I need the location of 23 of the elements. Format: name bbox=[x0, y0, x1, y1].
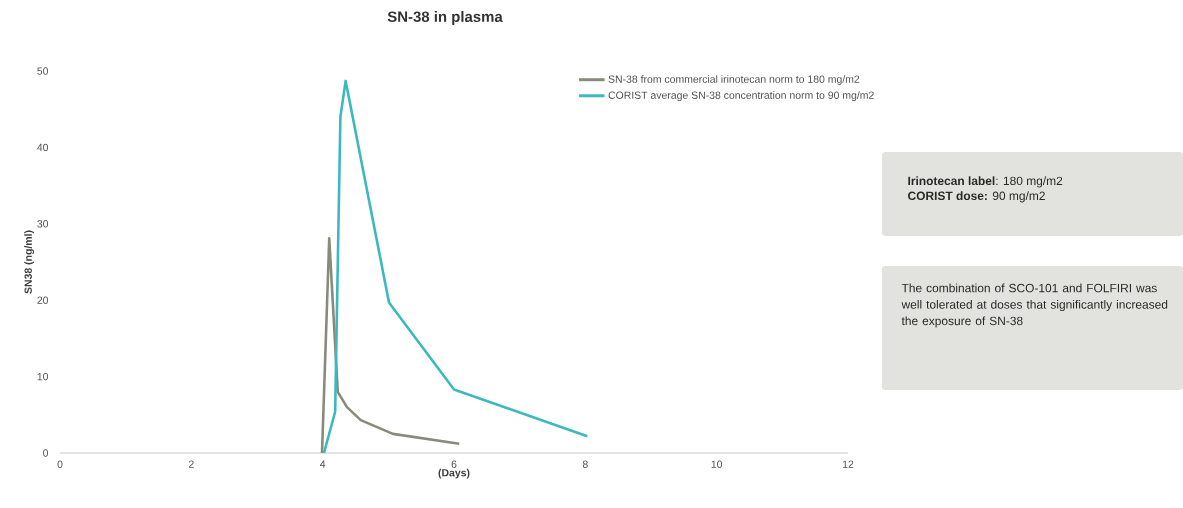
y-tick-label: 20 bbox=[37, 296, 49, 304]
text: CORIST dose: 90 mg/m2 bbox=[908, 191, 1045, 203]
x-tick-label: 4 bbox=[320, 460, 326, 468]
y-tick-label: 30 bbox=[37, 220, 49, 228]
legend-label: CORIST average SN-38 concentration norm to 90 mg/m2 bbox=[608, 91, 874, 101]
x-axis-title: (Days) bbox=[438, 468, 470, 479]
y-axis-title: SN38 (ng/ml) bbox=[24, 230, 35, 294]
legend-label: SN-38 from commercial irinotecan norm to 180 mg/m2 bbox=[608, 75, 860, 85]
x-tick-label: 6 bbox=[451, 460, 457, 468]
y-tick-label: 50 bbox=[37, 67, 49, 75]
y-tick-label: 0 bbox=[43, 449, 49, 457]
y-tick-label: 10 bbox=[37, 372, 49, 381]
x-tick-label: 0 bbox=[57, 460, 63, 468]
x-tick-label: 12 bbox=[842, 460, 854, 468]
x-tick-label: 10 bbox=[711, 460, 723, 468]
line-series bbox=[320, 237, 461, 455]
text: The combination of SCO-101 and FOLFIRI was well tolerated at doses that significantly increased the exposure of SN-38 bbox=[901, 283, 1168, 328]
y-tick-label: 40 bbox=[37, 143, 49, 152]
line-series bbox=[322, 79, 589, 455]
text: Irinotecan label: 180 mg/m2 bbox=[908, 176, 1063, 188]
chart-title: SN-38 in plasma bbox=[387, 11, 503, 25]
x-tick-label: 2 bbox=[188, 460, 194, 468]
x-tick-label: 8 bbox=[582, 460, 588, 468]
